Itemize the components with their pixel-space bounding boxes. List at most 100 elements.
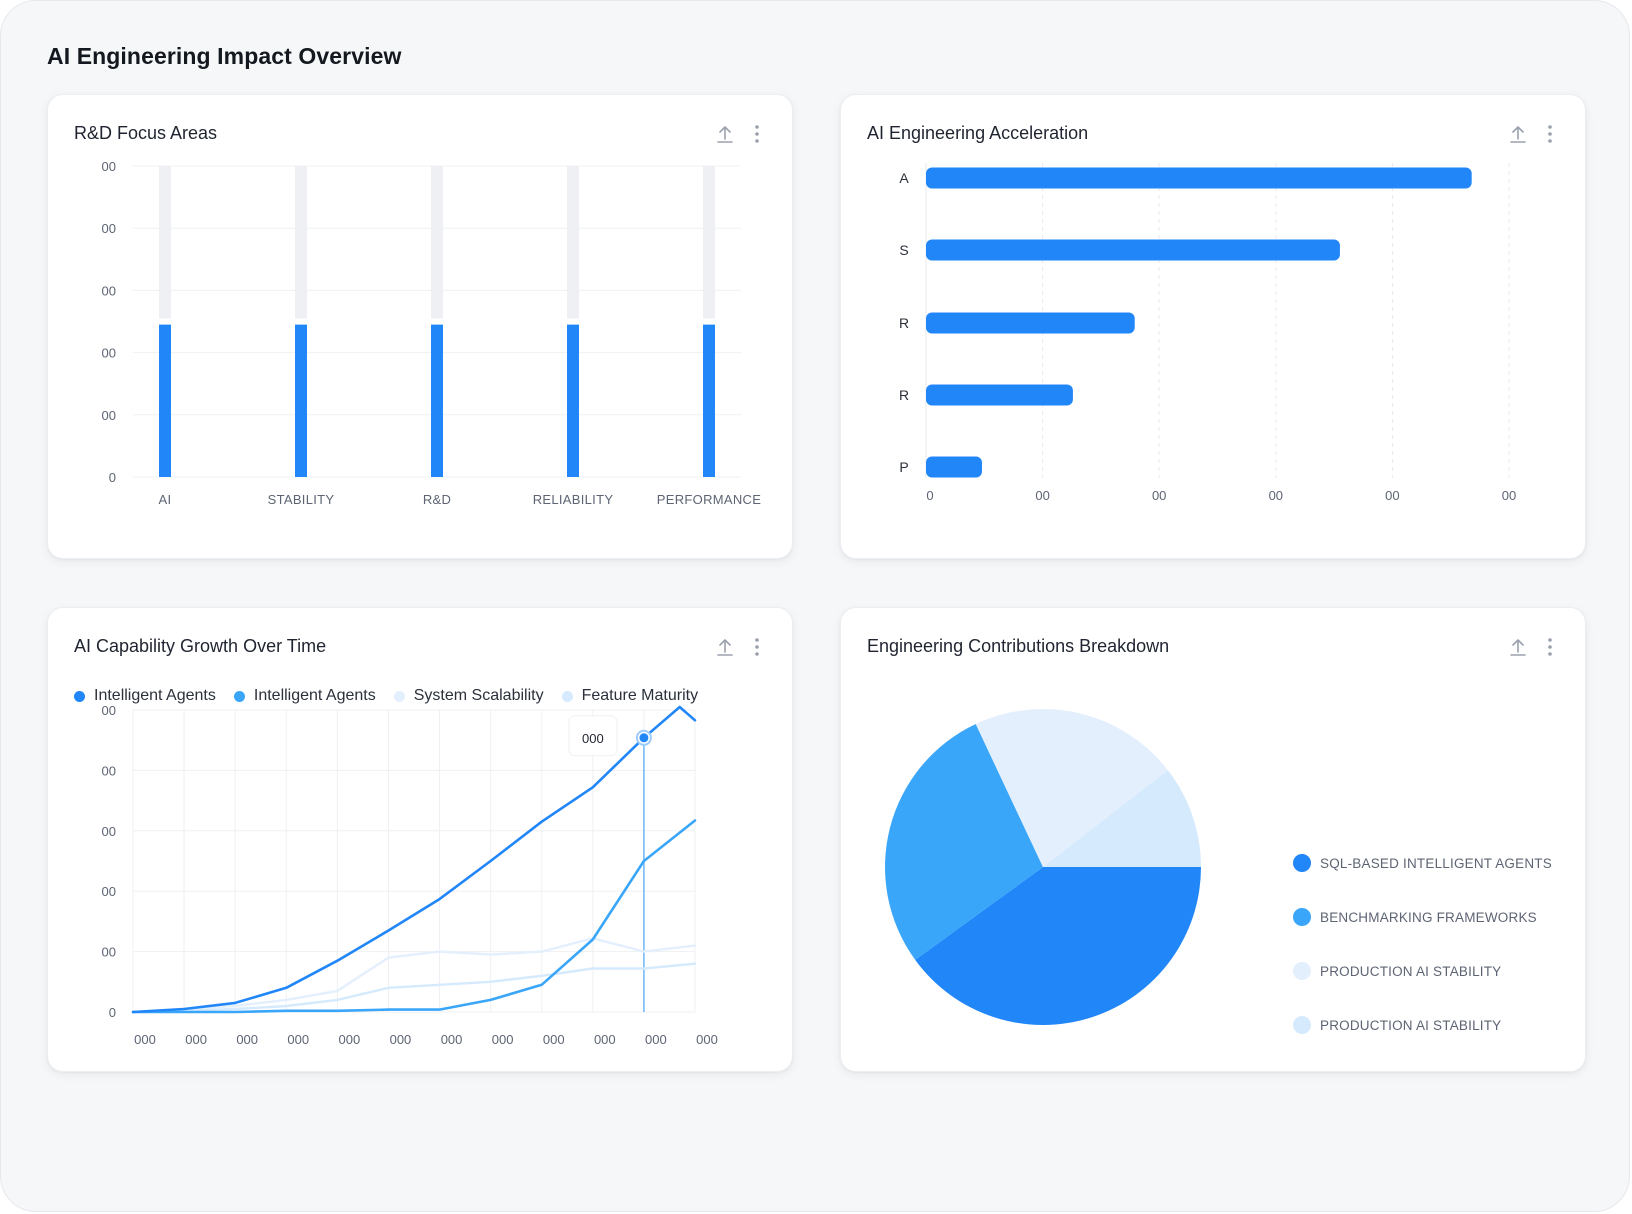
pie-slice	[885, 724, 1043, 960]
legend-label: Intelligent Agents	[94, 687, 216, 704]
bar	[926, 239, 1340, 261]
legend-label: Feature Maturity	[581, 687, 699, 704]
bar-track	[703, 166, 715, 319]
x-tick-label: 000	[287, 1032, 309, 1047]
y-tick-label: P	[899, 459, 908, 475]
line-chart-legend: Intelligent Agents Intelligent Agents Sy…	[74, 687, 698, 705]
pie-slice	[915, 867, 1201, 1025]
x-tick-label: 000	[696, 1032, 718, 1047]
y-tick-label: R	[899, 387, 909, 403]
card-title: AI Capability Growth Over Time	[74, 636, 327, 656]
bar	[703, 324, 715, 477]
card-title: Engineering Contributions Breakdown	[867, 636, 1170, 656]
y-tick-label: 00	[102, 884, 116, 899]
series-line	[131, 937, 697, 1014]
y-tick-label: R	[899, 315, 909, 331]
pie-legend-item-production-stability[interactable]: PRODUCTION AI STABILITY	[1293, 961, 1552, 981]
y-tick-label: 00	[102, 945, 116, 960]
card-actions	[1509, 123, 1559, 145]
upload-icon[interactable]	[1509, 636, 1527, 658]
pie-slice	[975, 709, 1168, 867]
x-tick-label: 000	[134, 1032, 156, 1047]
tooltip-label: 000	[582, 731, 604, 746]
x-tick-label: 000	[390, 1032, 412, 1047]
bar	[295, 324, 307, 477]
bar-track	[295, 166, 307, 319]
x-tick-label: 000	[441, 1032, 463, 1047]
y-tick-label: 0	[109, 470, 116, 485]
bar	[567, 324, 579, 477]
y-tick-label: 00	[102, 703, 116, 718]
pie-slice	[1043, 770, 1201, 867]
more-vertical-icon[interactable]	[748, 123, 766, 145]
upload-icon[interactable]	[716, 123, 734, 145]
more-vertical-icon[interactable]	[1541, 636, 1559, 658]
legend-label: PRODUCTION AI STABILITY	[1320, 1017, 1502, 1033]
pie-legend-item-sql-agents[interactable]: SQL-BASED INTELLIGENT AGENTS	[1293, 853, 1552, 873]
x-tick-label: R&D	[423, 492, 451, 507]
y-tick-label: 0	[109, 1005, 116, 1020]
y-tick-label: 00	[102, 283, 116, 298]
bar-track	[567, 166, 579, 319]
card-title: AI Engineering Acceleration	[867, 123, 1089, 143]
x-tick-label: 00	[1152, 488, 1166, 503]
legend-label: SQL-BASED INTELLIGENT AGENTS	[1320, 855, 1552, 871]
upload-icon[interactable]	[716, 636, 734, 658]
x-tick-label: 000	[645, 1032, 667, 1047]
contributions-card: Engineering Contributions Breakdown SQL-…	[840, 607, 1586, 1072]
bar-track	[159, 166, 171, 319]
legend-item-feature-maturity[interactable]: Feature Maturity	[561, 687, 699, 705]
pie-legend-item-benchmarking[interactable]: BENCHMARKING FRAMEWORKS	[1293, 907, 1552, 927]
series-line	[131, 962, 697, 1014]
y-tick-label: A	[899, 170, 909, 186]
legend-label: BENCHMARKING FRAMEWORKS	[1320, 909, 1537, 925]
y-tick-label: 00	[102, 763, 116, 778]
y-tick-label: 00	[102, 824, 116, 839]
more-vertical-icon[interactable]	[1541, 123, 1559, 145]
x-tick-label: RELIABILITY	[533, 492, 614, 507]
legend-dot	[393, 690, 405, 702]
rd-focus-areas-card: R&D Focus Areas 0 00 00 00 00 00 AI STABILITY R&…	[47, 94, 793, 559]
ai-acceleration-card: AI Engineering Acceleration 0 00 00 00 00 00 A…	[840, 94, 1586, 559]
x-tick-label: STABILITY	[268, 492, 335, 507]
bar	[926, 312, 1135, 334]
legend-label: Intelligent Agents	[253, 687, 376, 704]
pie-legend-item-production-stability-2[interactable]: PRODUCTION AI STABILITY	[1293, 1015, 1552, 1035]
tooltip-box	[568, 715, 618, 757]
card-actions	[716, 123, 766, 145]
legend-item-intelligent-agents-2[interactable]: Intelligent Agents	[233, 687, 376, 705]
series-line	[131, 819, 697, 1014]
legend-dot	[1293, 1016, 1311, 1034]
bar	[926, 456, 982, 478]
x-tick-label: 00	[1269, 488, 1283, 503]
bar	[926, 384, 1073, 406]
pie-legend: SQL-BASED INTELLIGENT AGENTS BENCHMARKIN…	[1293, 853, 1552, 1069]
x-tick-label: 00	[1035, 488, 1049, 503]
x-tick-label: 0	[926, 488, 933, 503]
legend-label: System Scalability	[413, 687, 544, 704]
legend-dot	[74, 690, 85, 702]
card-title: R&D Focus Areas	[74, 123, 218, 143]
legend-item-intelligent-agents[interactable]: Intelligent Agents	[74, 687, 216, 705]
card-actions	[1509, 636, 1559, 658]
x-tick-label: AI	[159, 492, 172, 507]
x-tick-label: 000	[492, 1032, 514, 1047]
legend-dot	[561, 690, 573, 702]
legend-dot	[1293, 908, 1311, 926]
y-tick-label: 00	[102, 221, 116, 236]
x-tick-label: 00	[1385, 488, 1399, 503]
legend-item-system-scalability[interactable]: System Scalability	[393, 687, 544, 705]
more-vertical-icon[interactable]	[748, 636, 766, 658]
x-tick-label: 000	[543, 1032, 565, 1047]
legend-label: PRODUCTION AI STABILITY	[1320, 963, 1502, 979]
bar	[159, 324, 171, 477]
page-title: AI Engineering Impact Overview	[47, 43, 402, 69]
y-tick-label: S	[899, 242, 908, 258]
x-tick-label: 000	[185, 1032, 207, 1047]
upload-icon[interactable]	[1509, 123, 1527, 145]
bar-track	[431, 166, 443, 319]
